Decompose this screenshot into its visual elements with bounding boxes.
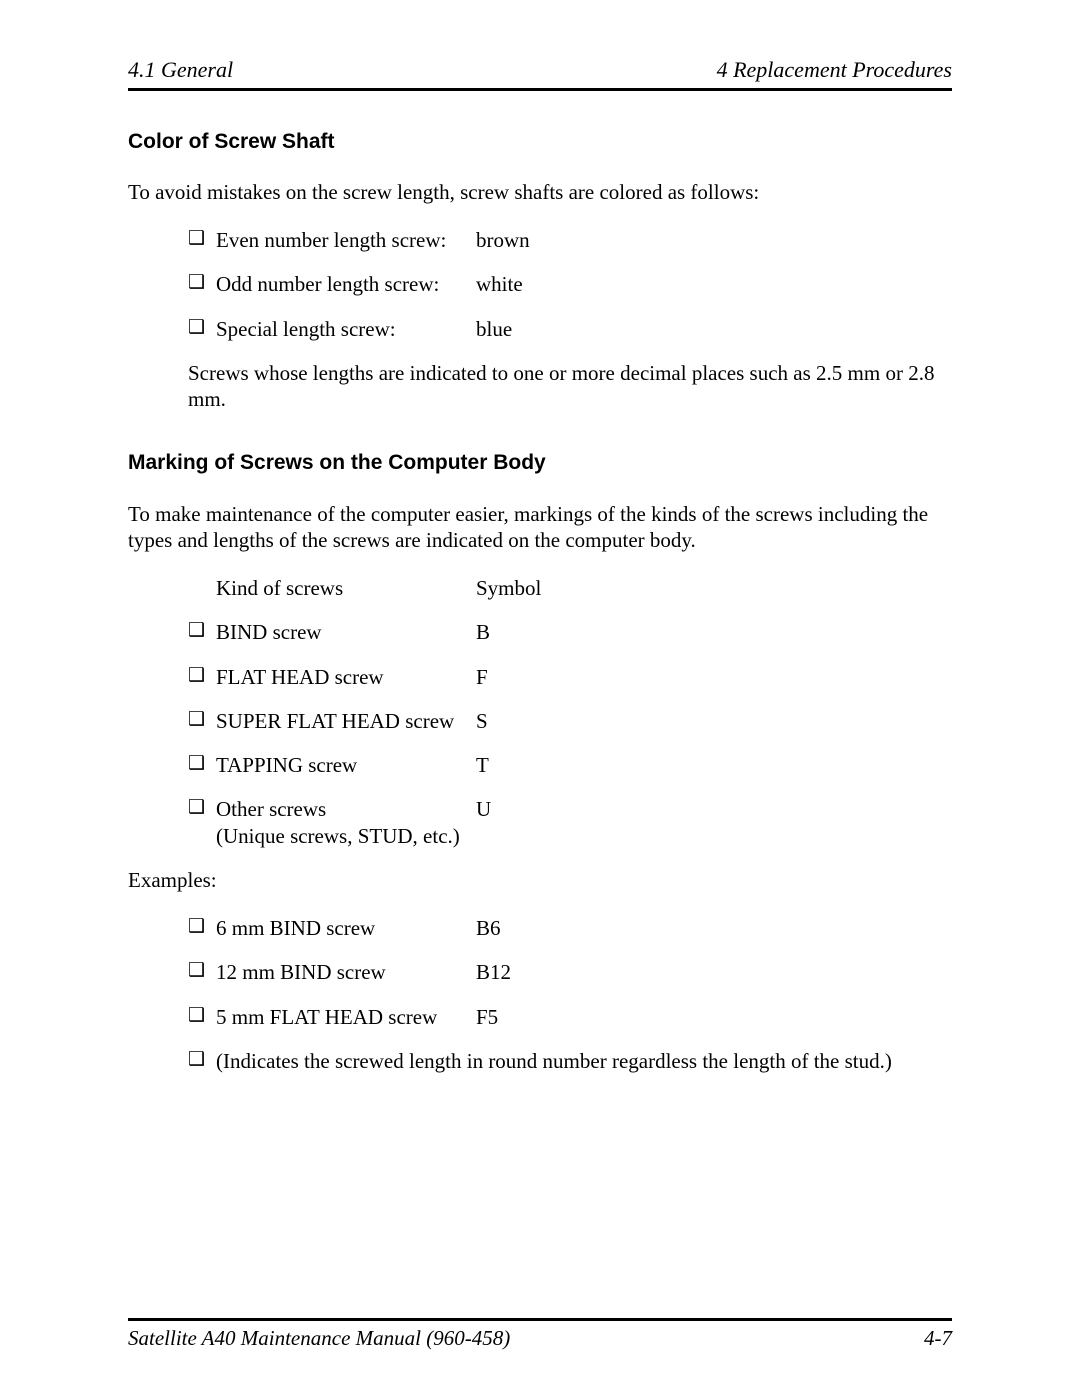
checkbox-icon: ❑ <box>188 227 216 252</box>
item-value: blue <box>476 316 952 342</box>
item-label: Other screws (Unique screws, STUD, etc.) <box>216 796 476 849</box>
list-item: ❑ Odd number length screw: white <box>188 271 952 297</box>
checkbox-icon: ❑ <box>188 619 216 644</box>
header-chapter: 4 Replacement Procedures <box>717 56 952 84</box>
checkbox-icon: ❑ <box>188 1048 216 1073</box>
item-label: 6 mm BIND screw <box>216 915 476 941</box>
item-value: white <box>476 271 952 297</box>
examples-label: Examples: <box>128 867 952 893</box>
list-item: ❑ 6 mm BIND screw B6 <box>188 915 952 941</box>
section1-list: ❑ Even number length screw: brown ❑ Odd … <box>188 227 952 412</box>
section-title-color: Color of Screw Shaft <box>128 129 952 155</box>
item-value: B12 <box>476 959 952 985</box>
checkbox-icon: ❑ <box>188 752 216 777</box>
checkbox-icon: ❑ <box>188 915 216 940</box>
list-item: ❑ TAPPING screw T <box>188 752 952 778</box>
item-value: B <box>476 619 952 645</box>
final-note: (Indicates the screwed length in round n… <box>216 1048 952 1074</box>
header-section: 4.1 General <box>128 56 233 84</box>
list-item: ❑ BIND screw B <box>188 619 952 645</box>
list-item: ❑ (Indicates the screwed length in round… <box>188 1048 952 1074</box>
list-item: ❑ 5 mm FLAT HEAD screw F5 <box>188 1004 952 1030</box>
item-label: 5 mm FLAT HEAD screw <box>216 1004 476 1030</box>
checkbox-icon: ❑ <box>188 959 216 984</box>
item-label: SUPER FLAT HEAD screw <box>216 708 476 734</box>
list-item: ❑ Other screws (Unique screws, STUD, etc… <box>188 796 952 849</box>
checkbox-icon: ❑ <box>188 271 216 296</box>
item-label: Even number length screw: <box>216 227 476 253</box>
item-label: TAPPING screw <box>216 752 476 778</box>
checkbox-icon: ❑ <box>188 1004 216 1029</box>
col-header-symbol: Symbol <box>476 575 952 601</box>
checkbox-icon: ❑ <box>188 796 216 821</box>
section-title-marking: Marking of Screws on the Computer Body <box>128 450 952 476</box>
checkbox-icon: ❑ <box>188 664 216 689</box>
section2-block: Kind of screws Symbol ❑ BIND screw B ❑ F… <box>188 575 952 1074</box>
footer-page-number: 4-7 <box>924 1325 952 1351</box>
checkbox-icon: ❑ <box>188 708 216 733</box>
section1-intro: To avoid mistakes on the screw length, s… <box>128 179 952 205</box>
item-label: BIND screw <box>216 619 476 645</box>
item-value: F <box>476 664 952 690</box>
item-value: B6 <box>476 915 952 941</box>
item-label: Special length screw: <box>216 316 476 342</box>
item-label: Odd number length screw: <box>216 271 476 297</box>
page-footer: Satellite A40 Maintenance Manual (960-45… <box>128 1318 952 1351</box>
checkbox-icon: ❑ <box>188 316 216 341</box>
col-header-kind: Kind of screws <box>216 575 476 601</box>
item-value: F5 <box>476 1004 952 1030</box>
item-value: U <box>476 796 952 822</box>
page: 4.1 General 4 Replacement Procedures Col… <box>0 0 1080 1397</box>
footer-manual-title: Satellite A40 Maintenance Manual (960-45… <box>128 1325 510 1351</box>
item-value: T <box>476 752 952 778</box>
item-label: 12 mm BIND screw <box>216 959 476 985</box>
column-headers: Kind of screws Symbol <box>188 575 952 601</box>
list-item: ❑ FLAT HEAD screw F <box>188 664 952 690</box>
item-value: S <box>476 708 952 734</box>
list-item: ❑ SUPER FLAT HEAD screw S <box>188 708 952 734</box>
item-value: brown <box>476 227 952 253</box>
list-item: ❑ Even number length screw: brown <box>188 227 952 253</box>
section1-note: Screws whose lengths are indicated to on… <box>188 360 952 413</box>
section2-intro: To make maintenance of the computer easi… <box>128 501 952 554</box>
page-header: 4.1 General 4 Replacement Procedures <box>128 56 952 91</box>
list-item: ❑ Special length screw: blue <box>188 316 952 342</box>
item-label: FLAT HEAD screw <box>216 664 476 690</box>
list-item: ❑ 12 mm BIND screw B12 <box>188 959 952 985</box>
